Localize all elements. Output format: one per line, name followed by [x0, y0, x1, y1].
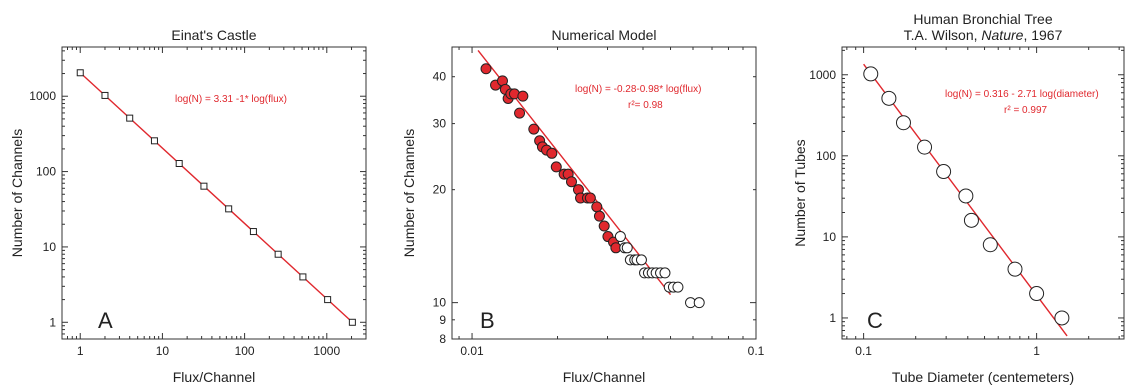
- fit-line-group: [79, 72, 353, 323]
- data-point: [249, 228, 257, 236]
- ticks: 0.1 1 1 10 100 1000: [809, 47, 1124, 358]
- panel-letter: C: [867, 308, 883, 333]
- data-point: [659, 267, 671, 279]
- fit-line: [79, 72, 353, 323]
- data-point: [963, 212, 979, 228]
- data-point: [126, 114, 134, 122]
- y-tick-label: 1000: [29, 89, 56, 103]
- data-point: [225, 205, 233, 213]
- data-point: [150, 137, 158, 145]
- data-point: [895, 115, 911, 131]
- data-point: [1007, 261, 1023, 277]
- data-point: [917, 139, 933, 155]
- data-point: [101, 91, 109, 99]
- x-tick-label: 10: [156, 344, 170, 358]
- y-axis-label: Number of Tubes: [792, 139, 808, 246]
- fit-equation: log(N) = -0.28-0.98* log(flux): [575, 84, 701, 95]
- panel-a: 1 10 100 1000 1 10 100 1000 Einat's Castle Flux…: [9, 27, 367, 385]
- data-point: [324, 296, 332, 304]
- data-point: [1029, 286, 1045, 302]
- data-point: [528, 123, 540, 135]
- data-point: [598, 220, 610, 232]
- x-tick-label: 1000: [313, 344, 340, 358]
- data-point: [299, 273, 307, 281]
- y-tick-label: 1: [49, 315, 56, 329]
- panel-b: 0.01 0.1 8 9 10 20 30 40 Numerical Model Flux/C…: [401, 27, 765, 385]
- x-axis-label: Flux/Channel: [563, 369, 646, 385]
- y-tick-label: 1: [829, 311, 836, 325]
- x-axis-label: Tube Diameter (centemeters): [892, 369, 1074, 385]
- data-points: [863, 66, 1070, 326]
- r-squared: r²= 0.98: [628, 100, 663, 111]
- data-point: [514, 107, 526, 119]
- x-tick-label: 1: [1033, 344, 1040, 358]
- y-axis-label: Number of Channels: [9, 129, 25, 257]
- data-point: [480, 63, 492, 75]
- subtitle-journal: Nature: [981, 27, 1023, 43]
- data-point: [546, 147, 558, 159]
- data-point: [565, 176, 577, 188]
- ticks: 0.01 0.1 8 9 10 20 30 40: [433, 47, 765, 358]
- data-point: [517, 90, 529, 102]
- chart-subtitle: T.A. Wilson, Nature, 1967: [904, 27, 1063, 43]
- data-point: [584, 192, 596, 204]
- y-tick-label: 1000: [809, 68, 836, 82]
- y-tick-label: 100: [36, 165, 56, 179]
- plot-frame: [841, 46, 1125, 340]
- ticks: 1 10 100 1000 1 10 100 1000: [29, 47, 367, 358]
- data-points: [76, 69, 356, 326]
- data-point: [593, 210, 605, 222]
- r-squared: r² = 0.997: [1004, 105, 1048, 116]
- plot-frame: [61, 46, 367, 340]
- x-axis-label: Flux/Channel: [173, 369, 256, 385]
- chart-title: Human Bronchial Tree: [913, 11, 1053, 27]
- y-tick-label: 20: [433, 183, 447, 197]
- data-point: [672, 281, 684, 293]
- data-point: [550, 161, 562, 173]
- y-tick-label: 10: [433, 296, 447, 310]
- data-point: [348, 318, 356, 326]
- y-tick-label: 9: [439, 313, 446, 327]
- y-tick-label: 100: [816, 149, 836, 163]
- data-points: [480, 63, 705, 309]
- data-point: [200, 182, 208, 190]
- data-point: [614, 231, 626, 243]
- data-point: [881, 90, 897, 106]
- subtitle-author: T.A. Wilson,: [904, 27, 982, 43]
- chart-title: Einat's Castle: [171, 27, 256, 43]
- y-tick-label: 40: [433, 70, 447, 84]
- x-tick-label: 100: [235, 344, 255, 358]
- x-tick-label: 0.1: [748, 344, 765, 358]
- data-point: [863, 66, 879, 82]
- panel-letter: A: [98, 308, 113, 333]
- chart-title: Numerical Model: [551, 27, 656, 43]
- x-tick-label: 1: [77, 344, 84, 358]
- fit-equation: log(N) = 0.316 - 2.71 log(diameter): [945, 89, 1099, 100]
- data-point: [936, 164, 952, 180]
- x-tick-label: 0.01: [460, 344, 484, 358]
- data-point: [693, 297, 705, 309]
- panel-letter: B: [480, 308, 495, 333]
- subtitle-year: , 1967: [1023, 27, 1062, 43]
- data-point: [175, 159, 183, 167]
- fit-equation: log(N) = 3.31 -1* log(flux): [175, 94, 287, 105]
- x-tick-label: 0.1: [855, 344, 872, 358]
- data-point: [274, 250, 282, 258]
- y-tick-label: 8: [439, 332, 446, 346]
- y-axis-label: Number of Channels: [401, 129, 417, 257]
- data-point: [621, 242, 633, 254]
- data-point: [982, 237, 998, 253]
- panel-c: 0.1 1 1 10 100 1000 Human Bronchial Tree T.A.…: [792, 11, 1125, 385]
- data-point: [635, 254, 647, 266]
- data-point: [591, 201, 603, 213]
- plot-frame: [451, 46, 757, 340]
- data-point: [1054, 310, 1070, 326]
- data-point: [958, 188, 974, 204]
- y-tick-label: 30: [433, 117, 447, 131]
- y-tick-label: 10: [823, 230, 837, 244]
- data-point: [76, 69, 84, 77]
- y-tick-label: 10: [43, 240, 57, 254]
